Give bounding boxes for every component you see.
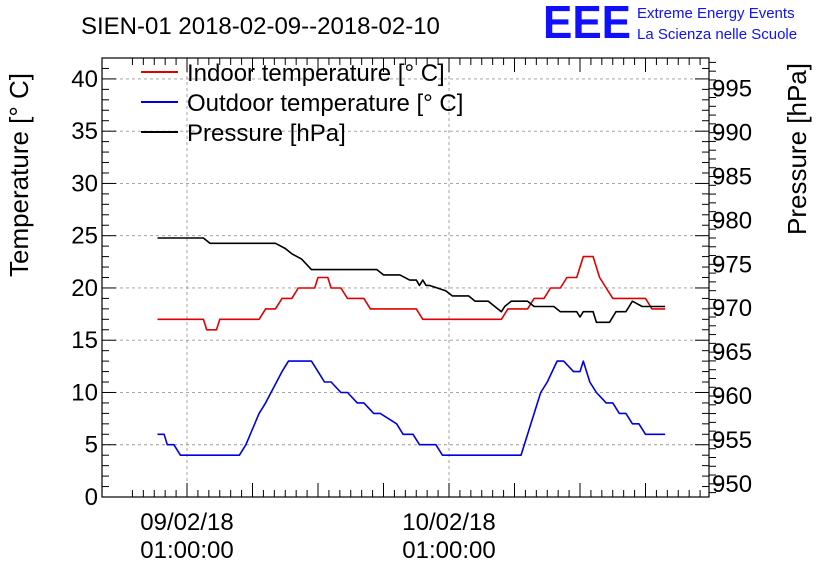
y-tick-label: 25 <box>71 223 98 250</box>
y-tick-label: 15 <box>71 327 98 354</box>
x-tick-label-date: 10/02/18 <box>402 509 495 536</box>
series-line-pressure <box>157 237 666 324</box>
series-line-indoor-temperature <box>157 255 666 331</box>
y2-tick-label: 970 <box>712 295 752 322</box>
eee-logo: EEE Extreme Energy Events La Scienza nel… <box>543 0 797 48</box>
x-tick-label-time: 01:00:00 <box>402 537 495 564</box>
y-tick-label: 0 <box>85 484 98 511</box>
y2-tick-label: 965 <box>712 339 752 366</box>
x-tick-label-time: 01:00:00 <box>140 537 233 564</box>
y2-axis-label: Pressure [hPa] <box>782 63 812 235</box>
chart-title: SIEN-01 2018-02-09--2018-02-10 <box>81 13 440 40</box>
y-tick-label: 35 <box>71 118 98 145</box>
y2-tick-label: 975 <box>712 251 752 278</box>
series-layer <box>157 237 666 456</box>
x-tick-label-date: 09/02/18 <box>140 509 233 536</box>
legend: Indoor temperature [° C] Outdoor temperat… <box>141 60 463 147</box>
y-tick-label: 20 <box>71 275 98 302</box>
y-tick-label: 30 <box>71 170 98 197</box>
y2-tick-label: 955 <box>712 427 752 454</box>
legend-label-pressure: Pressure [hPa] <box>187 120 346 147</box>
y2-tick-label: 990 <box>712 120 752 147</box>
y-tick-label: 5 <box>85 432 98 459</box>
eee-logo-letters: EEE <box>543 0 631 48</box>
eee-logo-line2: La Scienza nelle Scuole <box>637 26 797 43</box>
y2-tick-label: 985 <box>712 164 752 191</box>
y2-tick-label: 980 <box>712 207 752 234</box>
eee-logo-line1: Extreme Energy Events <box>637 5 795 22</box>
grid <box>102 58 709 497</box>
y2-tick-label: 950 <box>712 471 752 498</box>
y-tick-label: 40 <box>71 66 98 93</box>
y2-tick-label: 995 <box>712 76 752 103</box>
legend-label-indoor-temperature: Indoor temperature [° C] <box>187 60 445 87</box>
axes: 0 5 10 15 20 25 30 35 40 950 955 960 965 970 975 980 985… <box>71 57 752 564</box>
y-tick-label: 10 <box>71 379 98 406</box>
legend-label-outdoor-temperature: Outdoor temperature [° C] <box>187 90 463 117</box>
y2-tick-label: 960 <box>712 383 752 410</box>
series-line-outdoor-temperature <box>157 360 666 456</box>
y-axis-label: Temperature [° C] <box>4 73 34 277</box>
